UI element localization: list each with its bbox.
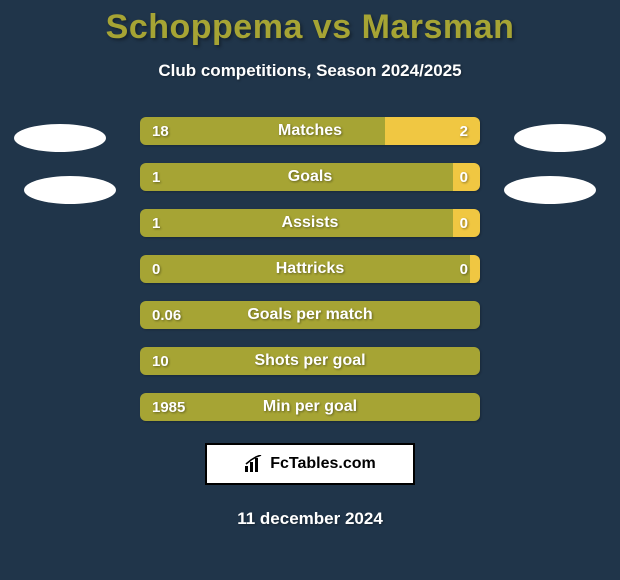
right-segment [453,209,480,237]
stat-row: 0.06Goals per match [140,301,480,329]
attribution-badge: FcTables.com [205,443,415,485]
right-segment [385,117,480,145]
stat-row: 10Assists [140,209,480,237]
player-placeholder-ellipse [514,124,606,152]
stats-list: 182Matches 10Goals 10Assists 00Hattricks 0.0… [0,117,620,421]
right-segment [453,163,480,191]
left-segment [140,301,480,329]
comparison-infographic: Schoppema vs Marsman Club competitions, … [0,0,620,580]
right-segment [470,255,480,283]
player-placeholder-ellipse [24,176,116,204]
subtitle: Club competitions, Season 2024/2025 [0,61,620,81]
left-segment [140,209,453,237]
stat-row: 182Matches [140,117,480,145]
player-placeholder-ellipse [504,176,596,204]
left-segment [140,347,480,375]
chart-icon [244,455,264,473]
left-segment [140,393,480,421]
stat-row: 10Shots per goal [140,347,480,375]
player-placeholder-ellipse [14,124,106,152]
page-title: Schoppema vs Marsman [0,8,620,47]
attribution-text: FcTables.com [270,455,376,473]
stat-row: 10Goals [140,163,480,191]
stat-row: 1985Min per goal [140,393,480,421]
left-segment [140,117,385,145]
left-segment [140,163,453,191]
date-label: 11 december 2024 [0,509,620,529]
left-segment [140,255,470,283]
stat-row: 00Hattricks [140,255,480,283]
